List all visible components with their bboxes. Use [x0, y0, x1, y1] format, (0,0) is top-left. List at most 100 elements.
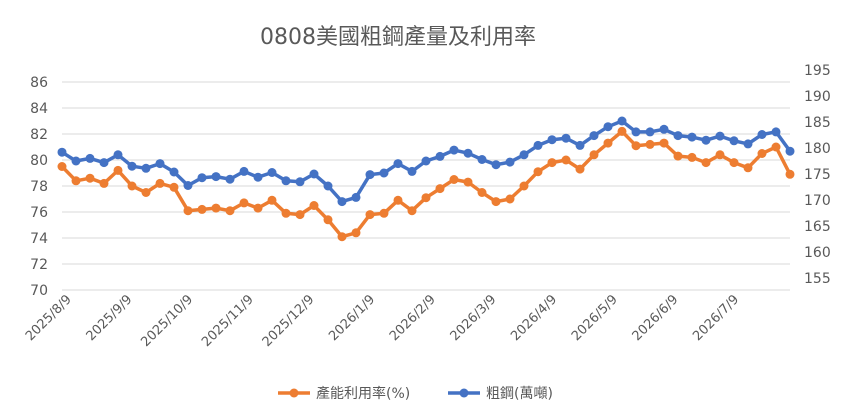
data-point — [127, 161, 137, 171]
data-point — [267, 168, 277, 177]
x-tick-label: 2025/9/9 — [84, 292, 136, 344]
left-y-tick-label: 70 — [30, 283, 48, 299]
x-tick-label: 2026/6/9 — [630, 292, 682, 344]
data-point — [659, 138, 669, 148]
data-point — [393, 195, 403, 205]
data-point — [155, 159, 165, 169]
legend: 產能利用率(%) 粗鋼(萬噸) — [278, 385, 553, 402]
data-point — [379, 168, 389, 178]
left-y-tick-label: 82 — [30, 127, 48, 143]
data-point — [407, 206, 417, 216]
data-point — [715, 150, 725, 160]
data-point — [645, 139, 655, 149]
data-point — [743, 163, 753, 173]
right-y-axis: 195 190 185 180 175 170 165 160 155 — [804, 63, 831, 287]
data-point — [309, 169, 319, 179]
x-tick-label: 2026/4/9 — [508, 292, 560, 344]
data-point — [421, 156, 431, 166]
data-point — [519, 181, 529, 191]
data-point — [519, 150, 529, 160]
data-point — [631, 127, 641, 137]
data-point — [211, 203, 221, 213]
data-point — [533, 140, 543, 150]
data-point — [421, 193, 431, 203]
data-point — [491, 160, 501, 170]
data-point — [575, 140, 585, 150]
data-point — [645, 127, 655, 137]
series-crude-steel — [57, 116, 795, 207]
x-tick-label: 2026/3/9 — [448, 292, 500, 344]
data-point — [351, 192, 361, 202]
data-point — [323, 181, 333, 191]
right-y-tick-label: 180 — [804, 141, 831, 157]
data-point — [239, 166, 249, 176]
data-point — [729, 136, 739, 146]
data-point — [561, 155, 571, 165]
legend-label: 產能利用率(%) — [316, 385, 410, 402]
data-point — [295, 177, 305, 187]
x-tick-label: 2025/11/9 — [199, 292, 257, 350]
data-point — [505, 194, 515, 204]
data-point — [659, 124, 669, 134]
data-point — [309, 201, 319, 210]
data-point — [757, 130, 767, 139]
data-point — [225, 174, 235, 184]
x-tick-label: 2026/1/9 — [326, 292, 378, 344]
data-point — [379, 208, 389, 218]
legend-swatch-marker — [459, 388, 469, 398]
data-point — [253, 203, 263, 213]
x-tick-label: 2026/2/9 — [387, 292, 439, 344]
data-point — [337, 197, 347, 207]
data-point — [155, 178, 165, 188]
data-point — [449, 175, 459, 184]
data-point — [281, 176, 291, 186]
right-y-tick-label: 165 — [804, 219, 831, 235]
legend-item-crude-steel: 粗鋼(萬噸) — [448, 386, 553, 402]
right-y-tick-label: 160 — [804, 245, 831, 261]
data-point — [85, 173, 95, 183]
right-y-tick-label: 195 — [804, 63, 831, 79]
data-point — [85, 153, 95, 163]
data-point — [141, 163, 151, 173]
data-point — [463, 148, 473, 158]
data-point — [169, 182, 179, 192]
x-tick-label: 2026/5/9 — [569, 292, 621, 344]
data-point — [701, 135, 711, 145]
data-point — [463, 177, 473, 187]
data-point — [141, 188, 151, 197]
data-point — [435, 151, 445, 161]
data-point — [533, 167, 543, 177]
data-point — [617, 116, 627, 126]
data-point — [197, 173, 207, 183]
data-point — [631, 141, 641, 151]
data-point — [211, 172, 221, 182]
data-point — [477, 155, 487, 164]
data-point — [57, 147, 67, 157]
data-point — [239, 198, 249, 208]
series-layer — [57, 116, 795, 242]
x-tick-label: 2025/12/9 — [260, 292, 318, 350]
data-point — [547, 158, 557, 168]
x-tick-label: 2025/8/9 — [23, 292, 75, 344]
data-point — [183, 181, 193, 190]
data-point — [673, 151, 683, 161]
legend-item-utilization: 產能利用率(%) — [278, 385, 410, 402]
data-point — [127, 181, 137, 191]
data-point — [113, 165, 123, 175]
data-point — [491, 197, 501, 207]
data-point — [477, 188, 487, 197]
data-point — [589, 150, 599, 160]
data-point — [113, 150, 123, 160]
left-y-tick-label: 84 — [30, 101, 48, 117]
left-y-tick-label: 78 — [30, 179, 48, 195]
gridlines — [62, 81, 790, 291]
data-point — [771, 127, 781, 137]
data-point — [183, 206, 193, 216]
data-point — [575, 164, 585, 174]
data-point — [785, 169, 795, 179]
left-y-tick-label: 72 — [30, 257, 48, 273]
data-point — [561, 133, 571, 143]
data-point — [589, 131, 599, 141]
left-y-tick-label: 76 — [30, 205, 48, 221]
